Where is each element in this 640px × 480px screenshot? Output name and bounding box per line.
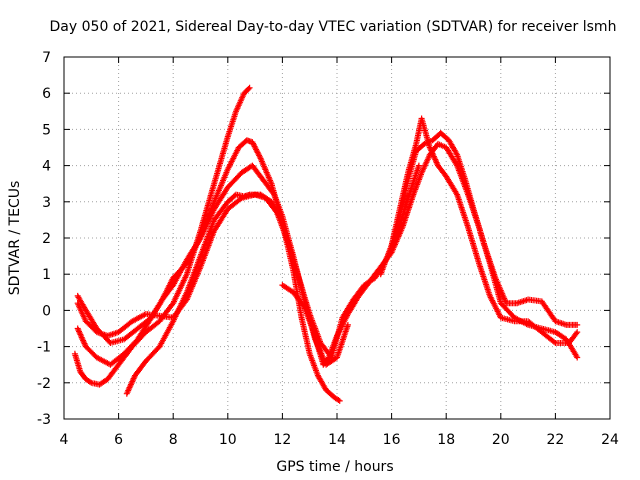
x-tick-label: 16 xyxy=(383,432,401,448)
data-series xyxy=(71,84,581,404)
series-track-8 xyxy=(377,115,581,346)
series-track-5 xyxy=(123,191,283,397)
y-tick-label: 2 xyxy=(42,231,51,247)
x-tick-labels: 4 6 8 10 12 14 16 18 20 22 24 xyxy=(60,432,619,448)
x-tick-label: 10 xyxy=(219,432,237,448)
y-tick-label: 1 xyxy=(42,267,51,283)
x-tick-label: 4 xyxy=(60,432,69,448)
y-axis-title: SDTVAR / TECUs xyxy=(7,181,23,296)
x-tick-label: 24 xyxy=(601,432,619,448)
axis-ticks xyxy=(63,56,611,420)
series-markers xyxy=(123,191,283,397)
y-tick-label: 0 xyxy=(42,303,51,319)
chart-title: Day 050 of 2021, Sidereal Day-to-day VTE… xyxy=(50,19,617,35)
y-tick-label: -2 xyxy=(37,376,51,392)
y-tick-label: -1 xyxy=(37,340,51,356)
x-tick-label: 22 xyxy=(546,432,564,448)
y-tick-label: 3 xyxy=(42,195,51,211)
y-tick-label: 4 xyxy=(42,159,51,175)
x-tick-label: 6 xyxy=(114,432,123,448)
x-tick-label: 20 xyxy=(492,432,510,448)
y-tick-label: 6 xyxy=(42,86,51,102)
x-tick-label: 12 xyxy=(273,432,291,448)
x-axis-title: GPS time / hours xyxy=(276,459,393,475)
y-tick-labels: -3 -2 -1 0 1 2 3 4 5 6 7 xyxy=(37,50,51,428)
y-tick-label: 5 xyxy=(42,122,51,138)
y-tick-label: 7 xyxy=(42,50,51,66)
x-tick-label: 14 xyxy=(328,432,346,448)
x-tick-label: 18 xyxy=(437,432,455,448)
x-tick-label: 8 xyxy=(169,432,178,448)
y-tick-label: -3 xyxy=(37,412,51,428)
series-markers xyxy=(377,115,581,346)
